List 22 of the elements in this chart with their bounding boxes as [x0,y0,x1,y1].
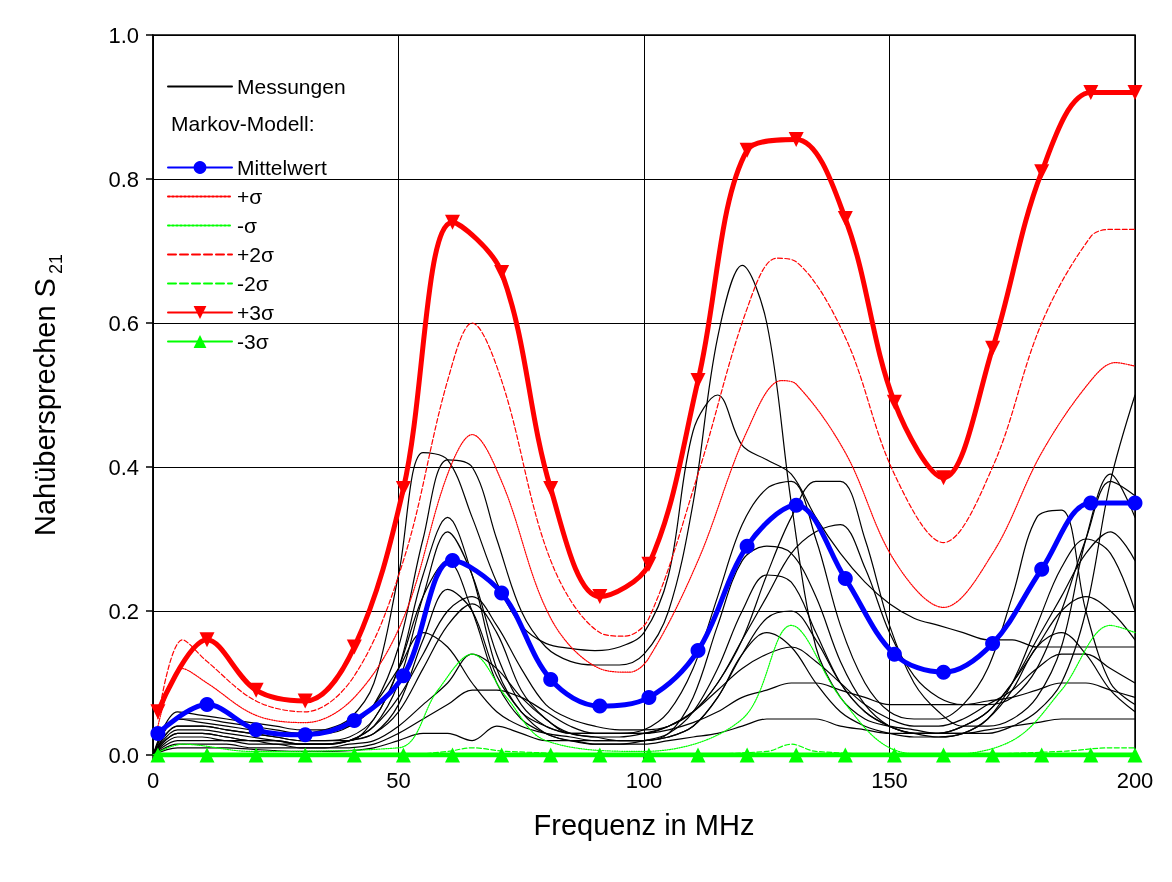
y-tick-label: 0.4 [108,454,139,480]
y-tick-label: 0.2 [108,598,139,624]
x-tick-label: 200 [1116,767,1154,793]
x-axis-title: Frequenz in MHz [533,808,755,841]
legend-label: Mittelwert [237,156,328,179]
x-tick-label: 0 [146,767,160,793]
legend-label: +σ [237,185,263,208]
legend-label: +3σ [237,301,274,324]
x-tick-label: 100 [625,767,663,793]
legend-label: -2σ [237,272,269,295]
y-tick-label: 0.6 [108,310,139,336]
y-axis-title: Nahübersprechen S21 [29,254,66,536]
x-tick-label: 50 [386,767,411,793]
legend-label: +2σ [237,243,274,266]
y-tick-label: 0.8 [108,166,139,192]
legend-label: -3σ [237,330,269,353]
y-tick-label: 0.0 [108,742,139,768]
x-tick-label: 150 [871,767,908,793]
legend-label: Messungen [237,75,346,98]
legend-title: Markov-Modell: [171,112,315,135]
y-tick-label: 1.0 [108,22,139,48]
legend-label: -σ [237,214,257,237]
